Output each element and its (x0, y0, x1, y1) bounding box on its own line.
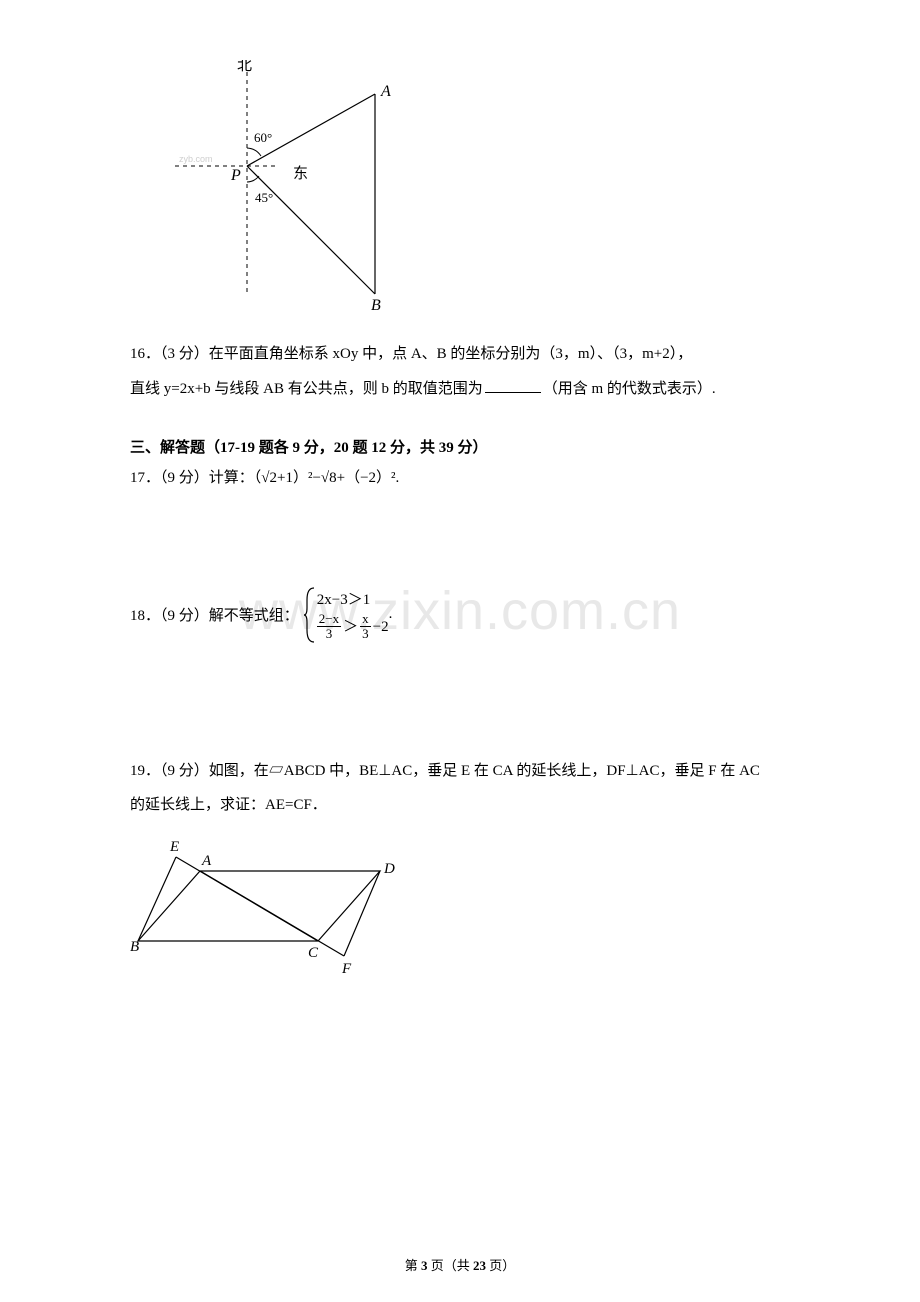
q16-text-suffix: （用含 m 的代数式表示）. (543, 381, 716, 397)
frac1-den: 3 (324, 627, 335, 641)
q16-line1: 16．（3 分）在平面直角坐标系 xOy 中，点 A、B 的坐标分别为（3，m）… (130, 337, 790, 372)
q18-row1: 2x−3＞1 (317, 588, 389, 612)
label-A2: A (201, 853, 212, 869)
q18-row2: 2−x 3 ＞ x 3 −2 (317, 612, 389, 642)
q17-line: 17．（9 分）计算：（√2+1）²−√8+（−2）². (130, 461, 790, 496)
footer-pre: 第 (405, 1258, 421, 1273)
q16-blank (485, 381, 541, 393)
angle-45: 45° (255, 190, 273, 205)
q16-text-cont: 直线 y=2x+b 与线段 AB 有公共点，则 b 的取值范围为 (130, 381, 483, 397)
label-B2: B (130, 939, 139, 955)
label-P: P (230, 167, 241, 184)
q19-line1: 19．（9 分）如图，在▱ABCD 中，BE⊥AC，垂足 E 在 CA 的延长线… (130, 754, 790, 789)
q18-tail: −2 (373, 615, 389, 639)
footer-mid: 页（共 (427, 1258, 473, 1273)
label-D: D (383, 861, 395, 877)
label-C: C (308, 945, 319, 961)
tiny-watermark: zyb.com (179, 154, 213, 164)
label-F: F (341, 961, 352, 977)
q18-period: . (389, 606, 393, 623)
q18-prefix: 18．（9 分）解不等式组： (130, 604, 299, 625)
q18-gt: ＞ (343, 615, 358, 639)
q18-frac2: x 3 (360, 612, 371, 642)
brace-icon (303, 586, 317, 644)
q18-frac1: 2−x 3 (317, 612, 341, 642)
page-footer: 第 3 页（共 23 页） (0, 1255, 920, 1274)
frac1-num: 2−x (317, 612, 341, 627)
frac2-den: 3 (360, 627, 371, 641)
q19-line2: 的延长线上，求证：AE=CF． (130, 788, 790, 823)
label-north: 北 (237, 60, 252, 74)
q16-line2: 直线 y=2x+b 与线段 AB 有公共点，则 b 的取值范围为 （用含 m 的代… (130, 372, 790, 407)
figure-q15-triangle: P 北 东 60° 45° A B zyb.com (175, 60, 790, 325)
label-A: A (380, 83, 391, 100)
angle-60: 60° (254, 130, 272, 145)
label-east: 东 (293, 165, 308, 182)
label-E: E (169, 839, 179, 855)
label-B: B (371, 297, 381, 314)
footer-post: 页） (486, 1258, 515, 1273)
figure-q19-parallelogram: E A D B C F (130, 833, 790, 988)
section-3-title: 三、解答题（17-19 题各 9 分，20 题 12 分，共 39 分） (130, 436, 790, 457)
frac2-num: x (360, 612, 371, 627)
footer-total: 23 (473, 1258, 486, 1273)
q18-block: 18．（9 分）解不等式组： 2x−3＞1 2−x 3 ＞ x 3 −2 (130, 586, 790, 644)
